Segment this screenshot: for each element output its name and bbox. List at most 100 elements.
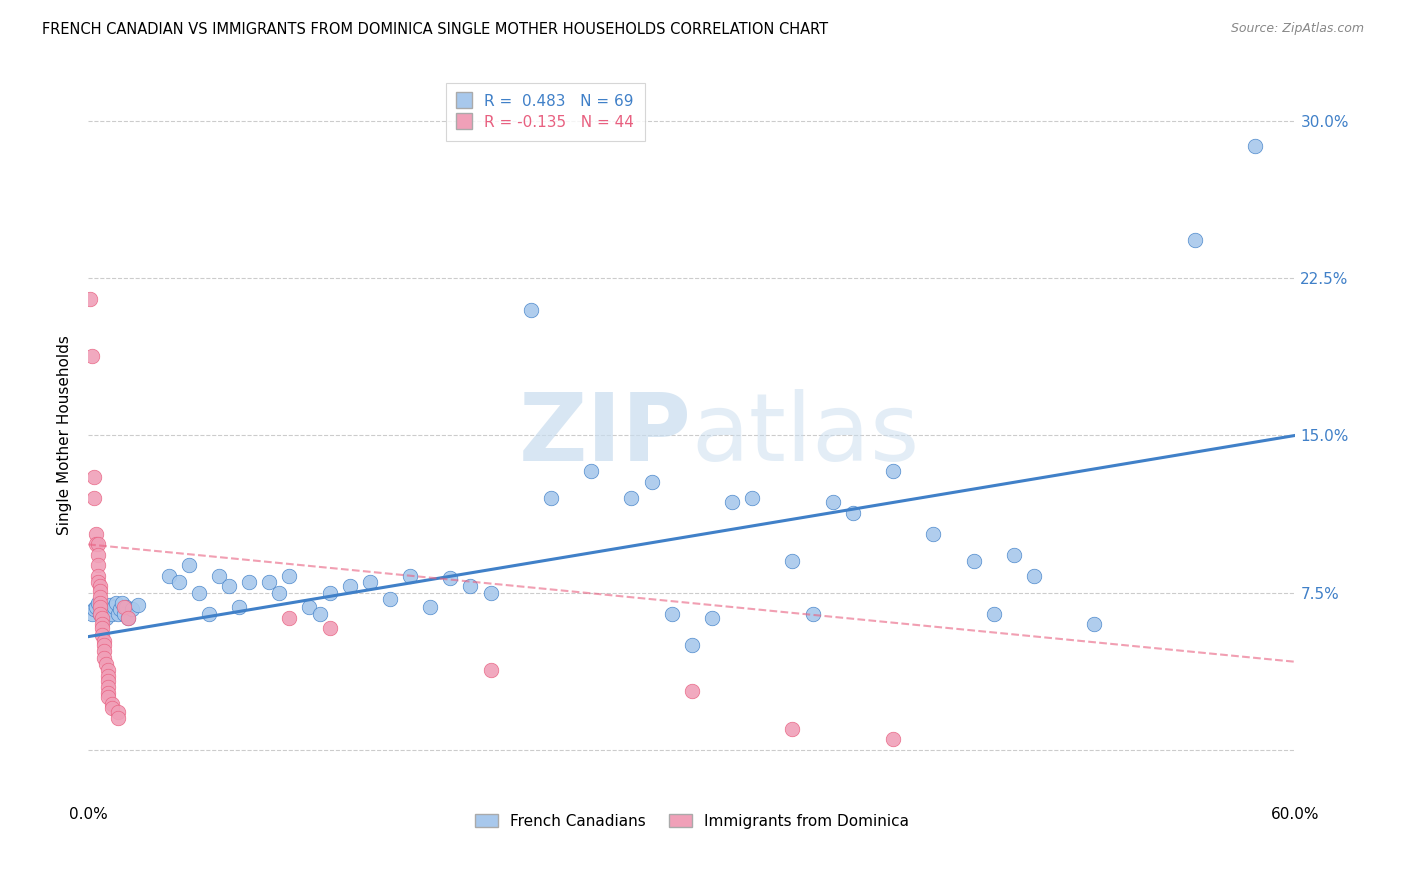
Point [721,495,744,509]
Point [419,600,441,615]
Point [93,650,115,665]
Point [107,607,129,621]
Point [1083,617,1105,632]
Point [198,607,221,621]
Point [318,621,340,635]
Point [922,527,945,541]
Point [83,491,105,506]
Point [115,600,138,615]
Point [87,558,110,573]
Point [107,711,129,725]
Point [460,579,482,593]
Point [97,690,120,705]
Point [1244,139,1267,153]
Point [97,673,120,688]
Point [298,600,321,615]
Point [962,554,984,568]
Point [87,575,110,590]
Point [269,585,291,599]
Point [520,302,543,317]
Point [103,600,125,615]
Point [93,644,115,658]
Point [238,575,260,590]
Point [84,600,107,615]
Point [801,607,824,621]
Point [96,611,118,625]
Point [640,475,662,489]
Point [97,669,120,683]
Point [112,607,135,621]
Text: atlas: atlas [692,390,920,482]
Point [378,591,401,606]
Point [83,602,105,616]
Point [278,569,301,583]
Point [91,600,114,615]
Point [89,590,111,604]
Point [782,554,804,568]
Point [87,537,110,551]
Point [479,663,502,677]
Point [579,464,602,478]
Point [91,611,114,625]
Point [91,617,114,632]
Point [439,571,461,585]
Point [821,495,844,509]
Point [308,607,330,621]
Point [89,583,111,598]
Point [167,575,190,590]
Point [93,607,115,621]
Point [101,697,124,711]
Point [97,663,120,677]
Point [91,621,114,635]
Point [89,607,111,621]
Point [83,470,105,484]
Point [278,611,301,625]
Point [741,491,763,506]
Point [257,575,280,590]
Text: FRENCH CANADIAN VS IMMIGRANTS FROM DOMINICA SINGLE MOTHER HOUSEHOLDS CORRELATION: FRENCH CANADIAN VS IMMIGRANTS FROM DOMIN… [42,22,828,37]
Point [82,607,104,621]
Point [1002,548,1025,562]
Point [661,607,683,621]
Point [89,600,111,615]
Point [681,638,703,652]
Point [91,627,114,641]
Point [157,569,180,583]
Point [84,537,107,551]
Point [101,607,124,621]
Point [1022,569,1045,583]
Point [208,569,231,583]
Point [89,607,111,621]
Point [97,680,120,694]
Point [87,596,110,610]
Legend: French Canadians, Immigrants from Dominica: French Canadians, Immigrants from Domini… [468,807,915,835]
Point [97,686,120,700]
Point [105,596,128,610]
Point [842,506,865,520]
Point [121,602,143,616]
Point [93,638,115,652]
Point [93,633,115,648]
Point [117,611,139,625]
Point [82,349,104,363]
Point [110,602,132,616]
Point [96,657,118,671]
Point [218,579,240,593]
Point [112,600,135,615]
Point [540,491,562,506]
Point [117,611,139,625]
Point [127,598,149,612]
Point [782,722,804,736]
Point [479,585,502,599]
Point [177,558,200,573]
Point [79,292,101,306]
Point [318,585,340,599]
Point [89,596,111,610]
Point [359,575,381,590]
Point [87,548,110,562]
Point [98,598,121,612]
Point [97,602,120,616]
Y-axis label: Single Mother Households: Single Mother Households [58,335,72,535]
Point [87,569,110,583]
Point [84,527,107,541]
